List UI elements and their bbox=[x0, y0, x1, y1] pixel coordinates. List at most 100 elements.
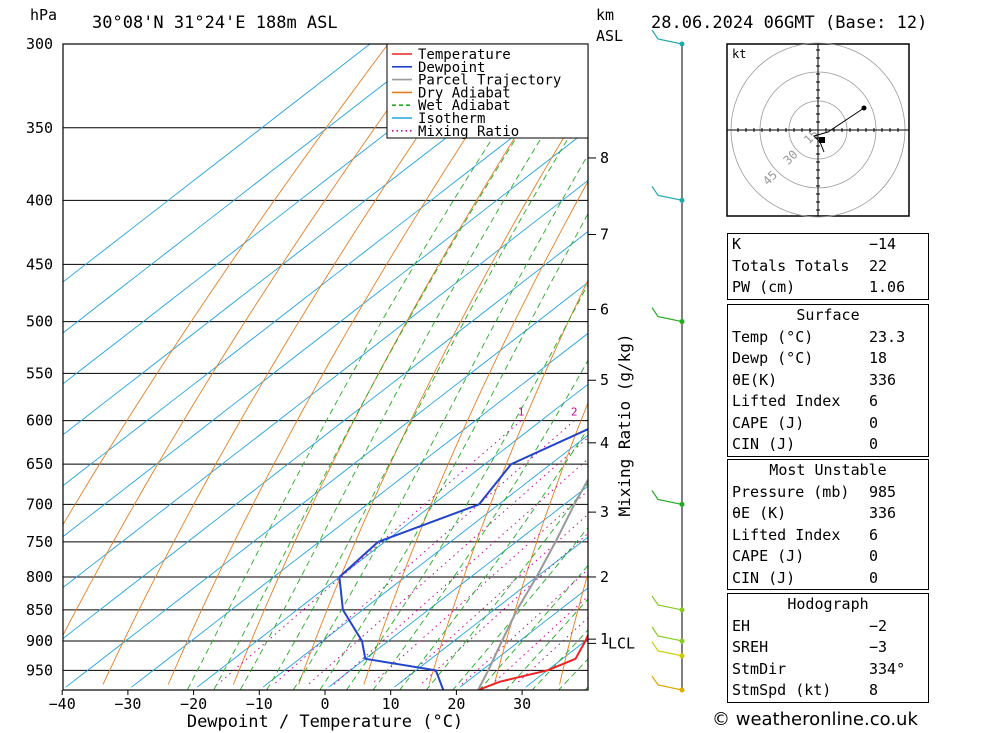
wind-barb-dot bbox=[679, 197, 685, 203]
legend-label: Temperature bbox=[418, 47, 511, 63]
most-unstable-row: Lifted Index 6 bbox=[732, 525, 879, 544]
hodograph-table: Hodograph EH −2 SREH −3 StmDir 334° StmSpd … bbox=[727, 593, 929, 703]
wind-barb bbox=[651, 626, 683, 642]
legend-label: Mixing Ratio bbox=[418, 124, 519, 140]
mixing-ratio-label: 2 bbox=[571, 406, 578, 419]
most-unstable-row: CAPE (J) 0 bbox=[732, 547, 879, 565]
pressure-tick-label: 650 bbox=[26, 455, 53, 473]
hodograph-trace bbox=[813, 107, 865, 153]
most-unstable-title: Most Unstable bbox=[769, 461, 887, 479]
wet-adiabat-line bbox=[319, 212, 588, 690]
pressure-tick-label: 500 bbox=[26, 313, 53, 331]
wet-adiabat-line bbox=[505, 598, 588, 690]
mixing-ratio-line bbox=[307, 436, 588, 685]
x-tick-label: −20 bbox=[180, 695, 207, 713]
asl-label: ASL bbox=[596, 27, 623, 45]
mixing-ratio-line bbox=[217, 420, 522, 685]
index-row-k: K −14 bbox=[732, 235, 897, 253]
mixing-ratio-line bbox=[333, 458, 588, 685]
mixing-ratio-label: 1 bbox=[518, 406, 525, 419]
wet-adiabat-line bbox=[372, 359, 588, 690]
surface-title: Surface bbox=[796, 306, 860, 324]
wind-barb-dot bbox=[679, 501, 685, 507]
footer-credit[interactable]: © weatheronline.co.uk bbox=[712, 709, 918, 730]
legend-label: Dry Adiabat bbox=[418, 85, 511, 101]
wind-barb-dot bbox=[679, 638, 685, 644]
isotherm-line bbox=[459, 587, 588, 688]
legend-label: Isotherm bbox=[418, 111, 485, 127]
pressure-tick-label: 550 bbox=[26, 364, 53, 382]
x-tick-label: 20 bbox=[447, 695, 465, 713]
isotherm-line bbox=[131, 332, 588, 688]
index-row-pw: PW (cm) 1.06 bbox=[732, 278, 906, 296]
x-tick-label: 30 bbox=[513, 695, 531, 713]
hodograph-row: EH −2 bbox=[732, 616, 888, 635]
mixing-ratio-line bbox=[370, 490, 588, 685]
isotherm-line bbox=[63, 230, 588, 640]
surface-row: CAPE (J) 0 bbox=[732, 413, 879, 432]
dry-adiabat-line bbox=[63, 44, 389, 526]
isotherm-line bbox=[328, 485, 588, 688]
isotherm-line bbox=[63, 44, 436, 334]
most-unstable-row: θE (K) 336 bbox=[732, 504, 897, 522]
legend-label: Dewpoint bbox=[418, 60, 485, 76]
temperature-profile-line bbox=[477, 632, 588, 690]
surface-table: Surface Temp (°C) 23.3 Dewp (°C) 18 θE(K) 3… bbox=[727, 304, 929, 457]
mixing-ratio-line bbox=[420, 532, 588, 685]
lcl-label: LCL bbox=[608, 634, 635, 652]
wind-barb-dot bbox=[679, 687, 685, 693]
pressure-tick-label: 450 bbox=[26, 255, 53, 273]
wind-barb-dot bbox=[679, 607, 685, 613]
datetime-title: 28.06.2024 06GMT (Base: 12) bbox=[651, 13, 927, 33]
x-axis-label: Dewpoint / Temperature (°C) bbox=[187, 712, 463, 732]
mixing-ratio-line bbox=[515, 617, 588, 685]
isotherm-line bbox=[63, 44, 502, 385]
mixing-ratio-label: 10 bbox=[707, 406, 720, 419]
wet-adiabat-line bbox=[266, 104, 588, 690]
isotherm-line bbox=[196, 383, 588, 688]
dry-adiabat-line bbox=[63, 44, 435, 637]
hodograph-unit-label: kt bbox=[732, 47, 746, 61]
mixing-ratio-label: 8 bbox=[689, 406, 696, 419]
mixing-ratio-label: 6 bbox=[663, 406, 670, 419]
dry-adiabat-line bbox=[363, 180, 588, 685]
dry-adiabat-line bbox=[951, 44, 1000, 685]
wind-barb-dot bbox=[679, 41, 685, 47]
pressure-tick-label: 300 bbox=[26, 35, 53, 53]
wind-barb bbox=[651, 307, 683, 323]
isotherm-line bbox=[394, 536, 588, 688]
wind-barb-dot bbox=[679, 653, 685, 659]
legend-label: Wet Adiabat bbox=[418, 98, 511, 114]
isotherm-line bbox=[63, 78, 588, 487]
plot-frame bbox=[62, 43, 589, 691]
pressure-tick-label: 950 bbox=[26, 661, 53, 679]
x-tick-label: −40 bbox=[49, 695, 76, 713]
hodograph-table-title: Hodograph bbox=[787, 595, 869, 613]
pressure-unit-label: hPa bbox=[30, 6, 57, 24]
wet-adiabat-line bbox=[292, 153, 588, 690]
parcel-trajectory-profile-line bbox=[477, 477, 588, 690]
dry-adiabat-line bbox=[559, 571, 588, 685]
hodograph-row: SREH −3 bbox=[732, 638, 888, 656]
mixing-ratio-line bbox=[398, 513, 588, 685]
km-tick-label: 6 bbox=[600, 300, 609, 318]
km-tick-label: 1 bbox=[600, 630, 609, 648]
pressure-tick-label: 700 bbox=[26, 495, 53, 513]
km-tick-label: 5 bbox=[600, 371, 609, 389]
x-tick-label: 10 bbox=[382, 695, 400, 713]
wet-adiabat-line bbox=[345, 283, 588, 690]
mixing-ratio-axis-label: Mixing Ratio (g/kg) bbox=[615, 333, 634, 516]
km-tick-label: 7 bbox=[600, 226, 609, 244]
km-tick-label: 8 bbox=[600, 149, 609, 167]
location-title: 30°08'N 31°24'E 188m ASL bbox=[92, 13, 338, 33]
isotherm-line bbox=[63, 44, 568, 436]
wind-barb bbox=[651, 595, 683, 611]
wet-adiabat-line bbox=[399, 427, 588, 690]
isotherm-line bbox=[63, 44, 371, 283]
dry-adiabat-line bbox=[428, 279, 588, 685]
index-row-totals: Totals Totals 22 bbox=[732, 256, 888, 275]
isotherm-line bbox=[63, 179, 588, 589]
most-unstable-table: Most Unstable Pressure (mb) 985 θE (K) 336… bbox=[727, 459, 929, 590]
surface-row: θE(K) 336 bbox=[732, 370, 897, 389]
pressure-tick-label: 900 bbox=[26, 632, 53, 650]
